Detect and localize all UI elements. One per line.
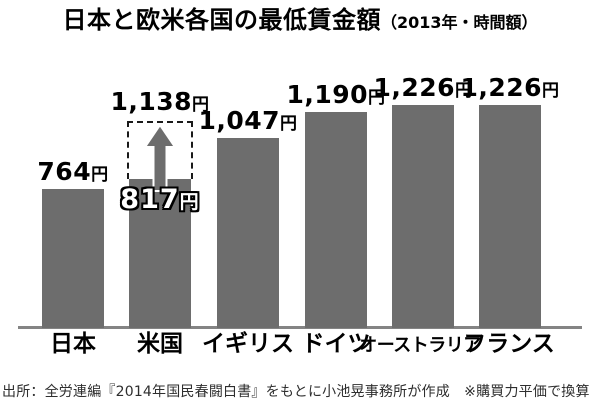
unit-yen: 円 <box>368 88 386 108</box>
category-label-france: フランス <box>463 331 555 357</box>
value-label-france: 1,226円 <box>460 75 559 100</box>
bar-australia <box>392 105 454 328</box>
category-label-us: 米国 <box>137 331 183 357</box>
value-label-japan: 764円 <box>37 159 108 184</box>
category-label-japan: 日本 <box>50 331 96 357</box>
unit-yen: 円 <box>455 81 473 101</box>
bar-group-france: 1,226円 <box>460 70 559 328</box>
value-japan: 764 <box>37 157 92 186</box>
x-axis-line <box>18 326 582 329</box>
unit-yen: 円 <box>542 81 560 101</box>
value-label-germany: 1,190円 <box>286 82 385 107</box>
bar-uk <box>217 138 279 328</box>
us-projection-dashed-box <box>127 121 193 179</box>
value-label-australia: 1,226円 <box>373 75 472 100</box>
plot-area: 764円 1,138円 817円 1,047円 1,190円 1,226円 1,… <box>22 70 580 328</box>
bar-us <box>129 179 191 328</box>
category-label-australia: オーストラリア <box>359 335 481 356</box>
category-label-germany: ドイツ <box>301 331 371 357</box>
value-label-us-current: 817円 <box>120 186 199 213</box>
value-us-projection: 1,138 <box>110 87 193 116</box>
bar-france <box>479 105 541 328</box>
value-uk: 1,047 <box>198 106 281 135</box>
value-us: 817 <box>120 184 180 215</box>
up-arrow-icon <box>143 123 177 192</box>
bar-group-uk: 1,047円 <box>198 70 297 328</box>
chart-title-main: 日本と欧米各国の最低賃金額 <box>62 6 381 34</box>
bar-germany <box>305 112 367 328</box>
unit-yen: 円 <box>192 95 210 115</box>
chart-title: 日本と欧米各国の最低賃金額（2013年・時間額） <box>0 7 600 33</box>
value-australia: 1,226 <box>373 73 456 102</box>
category-label-uk: イギリス <box>202 331 294 357</box>
value-france: 1,226 <box>460 73 543 102</box>
bar-group-australia: 1,226円 <box>373 70 472 328</box>
value-germany: 1,190 <box>286 80 369 109</box>
bar-group-japan: 764円 <box>37 70 108 328</box>
bar-group-us: 1,138円 817円 <box>110 70 209 328</box>
value-label-uk: 1,047円 <box>198 108 297 133</box>
unit-yen: 円 <box>280 114 298 134</box>
chart-title-subtitle: （2013年・時間額） <box>380 13 538 32</box>
bar-group-germany: 1,190円 <box>286 70 385 328</box>
source-note: 出所：全労連編『2014年国民春闘白書』をもとに小池晃事務所が作成 ※購買力平価… <box>2 384 590 400</box>
bar-japan <box>42 189 104 328</box>
unit-yen: 円 <box>91 165 109 185</box>
value-label-us-projection: 1,138円 <box>110 89 209 114</box>
unit-yen: 円 <box>179 191 200 213</box>
